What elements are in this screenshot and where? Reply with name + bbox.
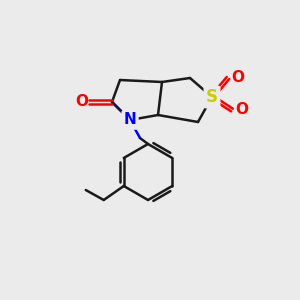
Text: S: S xyxy=(206,88,218,106)
Text: O: O xyxy=(236,103,248,118)
Text: O: O xyxy=(232,70,244,86)
Text: N: N xyxy=(124,112,136,128)
Text: O: O xyxy=(75,94,88,110)
